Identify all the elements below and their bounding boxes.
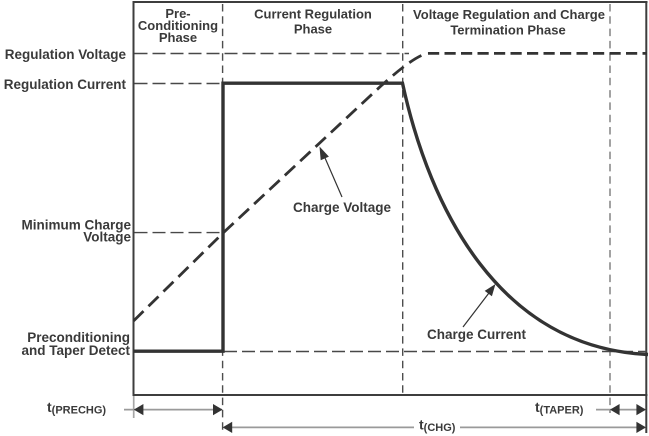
svg-text:Current Regulation: Current Regulation xyxy=(254,7,372,22)
svg-text:Pre-: Pre- xyxy=(165,6,190,21)
svg-text:Termination Phase: Termination Phase xyxy=(450,22,565,37)
svg-text:Charge Current: Charge Current xyxy=(427,327,527,342)
svg-text:Regulation Current: Regulation Current xyxy=(4,77,127,92)
svg-text:Voltage: Voltage xyxy=(83,230,131,245)
svg-text:Phase: Phase xyxy=(294,22,332,37)
svg-text:Minimum Charge: Minimum Charge xyxy=(21,218,131,233)
svg-text:Preconditioning: Preconditioning xyxy=(27,330,130,345)
svg-text:Charge Voltage: Charge Voltage xyxy=(293,200,392,215)
svg-text:and Taper Detect: and Taper Detect xyxy=(21,343,130,358)
svg-text:Voltage Regulation and Charge: Voltage Regulation and Charge xyxy=(413,7,605,22)
svg-text:Regulation Voltage: Regulation Voltage xyxy=(5,47,127,62)
svg-text:Phase: Phase xyxy=(159,30,197,45)
svg-text:Conditioning: Conditioning xyxy=(138,18,218,33)
